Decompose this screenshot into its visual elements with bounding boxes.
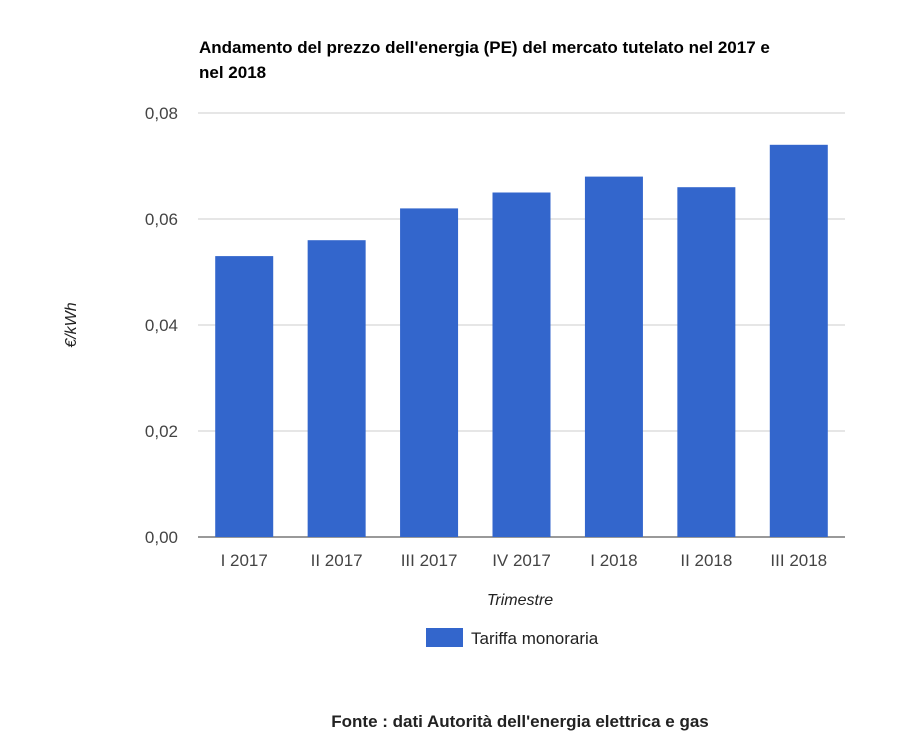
x-axis-label: Trimestre [487, 592, 553, 609]
y-tick-label: 0,00 [145, 528, 178, 547]
legend-swatch [426, 628, 463, 647]
legend-label: Tariffa monoraria [471, 629, 599, 648]
bar [677, 187, 736, 537]
x-tick-label: II 2017 [311, 551, 363, 570]
source-note: Fonte : dati Autorità dell'energia elett… [331, 712, 709, 731]
bar [307, 240, 366, 537]
x-tick-label: I 2018 [590, 551, 637, 570]
bar [584, 176, 643, 537]
x-tick-label: IV 2017 [492, 551, 551, 570]
x-tick-label: III 2017 [401, 551, 458, 570]
chart-title-line-1: Andamento del prezzo dell'energia (PE) d… [199, 38, 770, 57]
x-tick-label: II 2018 [680, 551, 732, 570]
bar [492, 192, 551, 537]
y-tick-label: 0,04 [145, 316, 178, 335]
y-tick-label: 0,08 [145, 104, 178, 123]
y-tick-label: 0,02 [145, 422, 178, 441]
y-tick-label: 0,06 [145, 210, 178, 229]
bar [400, 208, 459, 537]
y-axis-label: €/kWh [63, 302, 80, 347]
bar [215, 256, 274, 537]
x-tick-label: I 2017 [221, 551, 268, 570]
x-tick-label: III 2018 [770, 551, 827, 570]
bar [769, 144, 828, 538]
chart-title-line-2: nel 2018 [199, 63, 266, 82]
